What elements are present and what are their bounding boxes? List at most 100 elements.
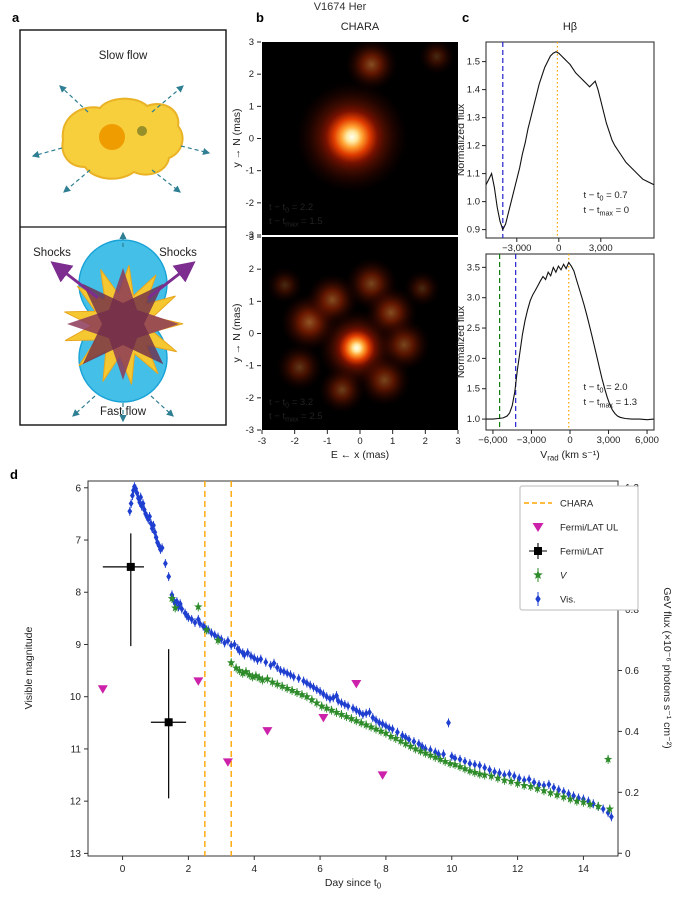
chara-image-content: [295, 42, 456, 194]
data-point-v: [465, 766, 474, 775]
data-point-v: [235, 666, 244, 675]
data-point-vis: [373, 716, 379, 724]
data-point-vis: [502, 771, 507, 779]
panel-b-letter: b: [256, 10, 264, 25]
tick-label: 0: [567, 435, 572, 446]
panel-d-lightcurve: Visible magnitude GeV flux (×10⁻⁶ photon…: [23, 480, 673, 891]
data-point-v: [245, 670, 254, 679]
tick-label: 6,000: [635, 435, 659, 446]
data-point-vis: [551, 783, 557, 792]
tick-label: 1.4: [467, 85, 480, 96]
data-point-v: [307, 695, 316, 704]
data-point-vis: [232, 640, 237, 649]
tick-label: -1: [246, 166, 254, 177]
emission-blob: [266, 266, 304, 304]
slow-flow-label: Slow flow: [99, 50, 148, 62]
data-point-v: [352, 716, 361, 725]
data-point-v: [450, 760, 460, 769]
tick-label: 11: [71, 744, 82, 755]
data-point-v: [411, 744, 420, 753]
text-part: = 0: [613, 205, 629, 216]
legend-sample-ul: [532, 523, 544, 532]
data-point-vis: [609, 813, 614, 821]
data-point-vis: [228, 641, 234, 650]
tick-label: 1.5: [467, 384, 480, 395]
data-point-v: [258, 675, 267, 684]
outflow-arrow: [31, 147, 63, 158]
legend-label: V: [560, 571, 568, 582]
data-point-v: [376, 726, 386, 735]
data-point-v: [347, 714, 356, 723]
emission-blob: [275, 343, 324, 392]
data-point-v: [167, 594, 177, 603]
data-point-v: [579, 797, 588, 806]
tick-label: -3: [246, 425, 254, 436]
panel-c-ylabel-top: Normalized flux: [455, 103, 467, 176]
chara-image-content: [266, 257, 441, 414]
data-point-v: [559, 792, 568, 801]
data-point-v: [487, 771, 496, 780]
data-point-vis: [363, 709, 369, 718]
text-part: = 3.2: [289, 397, 313, 408]
data-point-v: [263, 674, 272, 683]
epoch-annotation: t − t0 = 3.2: [269, 397, 313, 410]
data-point-vis: [507, 770, 512, 778]
text-part: t − t: [583, 190, 599, 201]
tick-label: 1.1: [467, 169, 480, 180]
data-point-v: [445, 759, 455, 768]
legend-sample-vis: [535, 594, 541, 604]
data-point-vis: [138, 493, 144, 501]
data-point-vis: [342, 700, 348, 709]
data-point-v: [566, 794, 575, 803]
tick-label: 2: [423, 436, 428, 447]
epoch-annotation: t − t0 = 2.2: [269, 202, 313, 215]
data-point-v: [406, 741, 415, 750]
data-point-vis: [462, 757, 468, 766]
data-point-vis: [291, 673, 297, 681]
tick-label: -3: [246, 230, 254, 241]
data-point-vis: [339, 699, 344, 707]
panel-a-letter: a: [12, 10, 20, 25]
text-part: t − t: [583, 397, 599, 408]
data-point-vis: [492, 768, 497, 776]
data-point-vis: [487, 766, 492, 774]
text-part: max: [600, 402, 614, 410]
data-point-vis: [255, 656, 260, 664]
data-point-v: [202, 625, 211, 634]
tick-label: 2.5: [467, 323, 480, 334]
data-point-vis: [271, 659, 277, 668]
tick-label: 8: [383, 864, 389, 875]
data-point-vis: [258, 655, 264, 663]
data-point-vis: [497, 769, 502, 777]
fast-flow-label: Fast flow: [100, 406, 147, 418]
data-point-v: [241, 667, 251, 676]
data-point-vis: [370, 713, 376, 722]
data-point-vis: [576, 794, 581, 802]
data-point-vis: [327, 695, 333, 703]
tick-label: -2: [290, 436, 298, 447]
text-part: 0: [285, 402, 289, 410]
outflow-arrow: [150, 395, 174, 417]
data-point-vis: [521, 776, 527, 785]
legend-label: Fermi/LAT: [560, 547, 604, 558]
tick-label: -3: [258, 436, 266, 447]
data-point-vis: [441, 750, 446, 758]
data-point-v: [251, 671, 261, 680]
data-point-fermi-ul: [318, 714, 329, 723]
data-point-vis: [212, 631, 218, 639]
data-point-v: [401, 739, 410, 748]
data-point-vis: [590, 800, 596, 808]
data-point-vis: [511, 772, 517, 780]
text-part: 0: [285, 207, 289, 215]
data-point-vis: [317, 687, 323, 696]
text-part: t − t: [583, 205, 599, 216]
data-point-v: [506, 776, 516, 785]
text-part: = 2.2: [289, 202, 313, 213]
data-point-v: [539, 786, 549, 795]
text-part: = 2.5: [299, 411, 323, 422]
data-point-vis: [278, 666, 283, 675]
tick-label: -2: [246, 393, 254, 404]
text-part: 0: [377, 882, 382, 891]
tick-label: 6: [75, 483, 81, 494]
